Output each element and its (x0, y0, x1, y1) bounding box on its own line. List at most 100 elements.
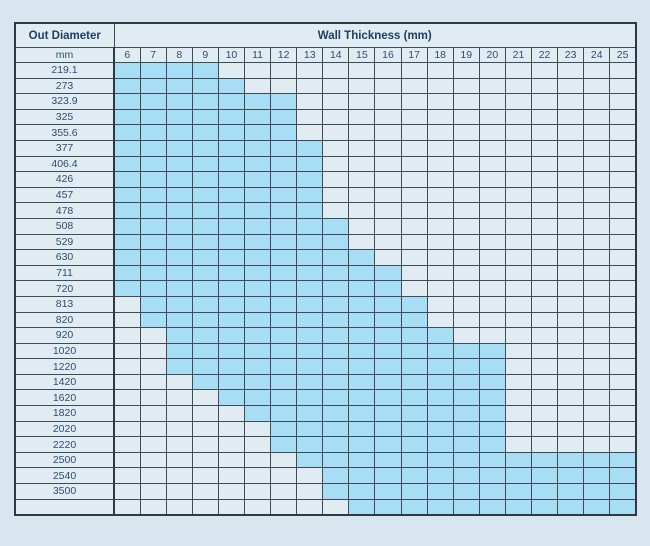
availability-cell (348, 389, 376, 407)
availability-cell (530, 498, 559, 516)
availability-cell (583, 155, 611, 173)
availability-cell (530, 171, 559, 188)
availability-cell (400, 373, 428, 391)
availability-cell (113, 186, 141, 204)
availability-cell (530, 280, 559, 297)
availability-cell (139, 295, 167, 313)
availability-cell (191, 77, 219, 95)
availability-cell (609, 62, 637, 79)
availability-cell (583, 420, 611, 438)
availability-cell (217, 405, 245, 422)
availability-cell (478, 498, 506, 516)
availability-cell (400, 108, 428, 126)
availability-cell (583, 311, 611, 329)
availability-cell (113, 342, 141, 360)
availability-cell (165, 280, 193, 297)
availability-cell (583, 389, 611, 407)
availability-cell (400, 389, 428, 407)
availability-cell (609, 451, 637, 469)
availability-cell (478, 342, 506, 360)
availability-cell (243, 186, 272, 204)
availability-cell (296, 280, 324, 297)
availability-cell (609, 327, 637, 344)
availability-cell (296, 62, 324, 79)
availability-cell (530, 264, 559, 282)
table-row: 325 (14, 108, 637, 126)
thickness-column-header: 17 (400, 47, 428, 63)
diameter-label: 478 (14, 202, 115, 219)
thickness-column-header: 7 (139, 47, 167, 63)
availability-cell (504, 186, 533, 204)
availability-cell (113, 108, 141, 126)
availability-cell (348, 280, 376, 297)
availability-cell (165, 295, 193, 313)
availability-cell (609, 264, 637, 282)
availability-cell (270, 249, 298, 266)
availability-cell (165, 155, 193, 173)
availability-cell (165, 62, 193, 79)
availability-cell (322, 358, 350, 375)
availability-cell (348, 124, 376, 141)
availability-cell (165, 467, 193, 485)
availability-cell (478, 249, 506, 266)
availability-cell (243, 171, 272, 188)
availability-cell (426, 311, 454, 329)
availability-cell (504, 358, 533, 375)
availability-cell (191, 108, 219, 126)
availability-cell (400, 342, 428, 360)
availability-cell (270, 155, 298, 173)
availability-cell (504, 389, 533, 407)
diameter-label: 2220 (14, 436, 115, 453)
availability-cell (504, 249, 533, 266)
availability-cell (348, 233, 376, 251)
availability-cell (348, 342, 376, 360)
wall-thickness-header: Wall Thickness (mm) (113, 22, 637, 48)
availability-cell (191, 389, 219, 407)
thickness-column-header: 9 (191, 47, 219, 63)
availability-cell (426, 405, 454, 422)
availability-cell (165, 311, 193, 329)
availability-cell (530, 295, 559, 313)
availability-cell (504, 139, 533, 157)
availability-cell (400, 186, 428, 204)
availability-cell (583, 373, 611, 391)
availability-cell (270, 202, 298, 219)
availability-cell (296, 358, 324, 375)
thickness-column-header: 23 (557, 47, 585, 63)
availability-cell (322, 373, 350, 391)
availability-cell (452, 171, 480, 188)
availability-cell (165, 202, 193, 219)
availability-cell (296, 373, 324, 391)
availability-cell (426, 124, 454, 141)
availability-cell (139, 171, 167, 188)
availability-cell (426, 155, 454, 173)
thickness-column-header: 8 (165, 47, 193, 63)
thickness-column-header: 10 (217, 47, 245, 63)
diameter-label: 323.9 (14, 93, 115, 110)
availability-cell (139, 358, 167, 375)
availability-cell (243, 358, 272, 375)
availability-cell (139, 264, 167, 282)
out-diameter-header: Out Diameter (14, 22, 115, 48)
availability-cell (504, 264, 533, 282)
availability-cell (478, 171, 506, 188)
availability-cell (165, 436, 193, 453)
availability-cell (243, 202, 272, 219)
availability-cell (478, 93, 506, 110)
availability-cell (374, 93, 402, 110)
availability-cell (557, 77, 585, 95)
diameter-label: 325 (14, 108, 115, 126)
availability-cell (139, 311, 167, 329)
table-row: 1620 (14, 389, 637, 407)
availability-cell (530, 483, 559, 500)
availability-cell (504, 405, 533, 422)
availability-cell (243, 217, 272, 235)
availability-cell (191, 202, 219, 219)
availability-cell (243, 139, 272, 157)
availability-cell (452, 358, 480, 375)
availability-cell (296, 295, 324, 313)
availability-cell (478, 124, 506, 141)
availability-cell (374, 498, 402, 516)
availability-cell (583, 93, 611, 110)
availability-cell (400, 498, 428, 516)
